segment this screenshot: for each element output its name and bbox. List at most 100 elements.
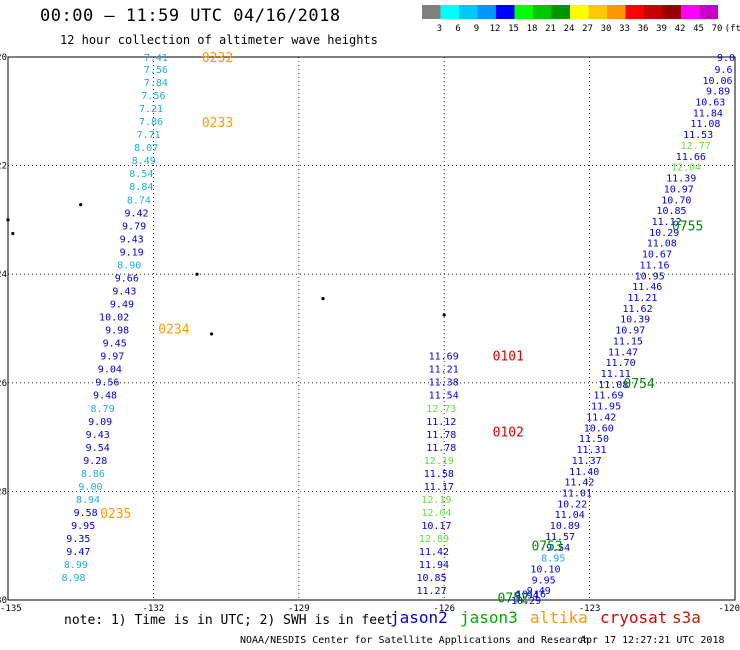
island-dot [11,231,15,236]
swh-value: 12.89 [419,534,449,545]
pass-time-label: 0755 [672,219,703,234]
swh-value: 12.19 [424,456,454,467]
island-dot [321,297,325,301]
swh-value: 10.02 [99,313,129,324]
swh-value: 9.6 [715,65,733,76]
colorbar-label: 15 [508,24,519,34]
swh-value: 11.16 [639,260,669,271]
pass-time-label: 0752 [498,591,529,606]
swh-value: 12.73 [426,404,456,415]
swh-value: 11.95 [591,402,621,413]
swh-value: 9.56 [95,378,119,389]
swh-value: 11.01 [562,488,592,499]
swh-value: 12.19 [421,495,451,506]
swh-value: 11.11 [601,369,631,380]
colorbar-swatch [551,5,570,19]
colorbar-label: 9 [474,24,479,34]
swh-value: 10.85 [417,573,447,584]
swh-value: 9.04 [98,365,122,376]
swh-value: 11.66 [676,152,706,163]
swh-value: 9.49 [110,300,134,311]
swh-value: 11.58 [424,469,454,480]
swh-value: 12.77 [681,141,711,152]
swh-value: 9.43 [86,430,110,441]
units-note: note: 1) Time is in UTC; 2) SWH is in fe… [64,613,393,628]
swh-value: 9.48 [93,391,117,402]
colorbar-swatch [533,5,552,19]
swh-value: 11.47 [608,347,638,358]
swh-value: 9.79 [122,221,146,232]
swh-value: 11.70 [606,358,636,369]
swh-value: 10.60 [584,423,614,434]
x-tick-label: -126 [433,604,455,614]
pass-time-label: 0754 [624,377,655,392]
colorbar-swatch [607,5,626,19]
colorbar-label: 12 [490,24,501,34]
swh-value: 9.45 [103,339,127,350]
swh-value: 11.42 [419,547,449,558]
swh-value: 9.28 [83,456,107,467]
swh-value: 11.39 [666,174,696,185]
colorbar-swatch [459,5,478,19]
swh-value: 11.12 [652,217,682,228]
y-tick-label: 28 [0,487,7,497]
swh-value: 11.15 [613,336,643,347]
swh-value: 9.97 [100,352,124,363]
swh-value: 11.08 [690,119,720,130]
swh-value: 8.74 [127,195,151,206]
colorbar-label: (ft) [725,24,740,34]
swh-value: 8.07 [134,143,158,154]
axis-tick-labels: -135 -132 -129 -126 -123 -120 20 22 24 26 28 30 [0,53,740,614]
swh-value: 11.31 [576,445,606,456]
island-dot [79,203,83,207]
legend-jason3: jason3 [460,608,518,627]
y-tick-label: 24 [0,270,7,280]
swh-value: 8.99 [64,560,88,571]
swh-value: 10.63 [695,98,725,109]
swh-value: 9.09 [88,417,112,428]
swh-value: 11.53 [683,130,713,141]
swh-value: 10.67 [642,250,672,261]
colorbar-swatch [588,5,607,19]
swh-value: 11.21 [429,365,459,376]
swh-value: 10.16 [516,589,546,600]
swh-value: 11.50 [579,434,609,445]
swh-value: 8.49 [132,156,156,167]
swh-value: 9.43 [120,234,144,245]
map-subtitle: 12 hour collection of altimeter wave hei… [60,33,378,47]
legend-s3a: s3a [672,608,701,627]
legend-cryosat: cryosat [600,608,668,627]
swh-value: 10.39 [620,315,650,326]
legend-jason2: jason2 [390,608,448,627]
swh-value: 10.06 [702,76,732,87]
y-tick-label: 22 [0,162,7,172]
pass-time-label: 0235 [100,507,131,522]
pass-time-label: 0101 [493,350,524,365]
swh-value: 8.79 [91,404,115,415]
x-tick-label: -135 [0,604,22,614]
colorbar-label: 45 [693,24,704,34]
swh-value: 11.40 [569,467,599,478]
swh-value: 10.10 [530,565,560,576]
swh-value: 8.84 [129,182,153,193]
y-tick-label: 30 [0,596,7,606]
swh-value: 12.04 [671,163,701,174]
altimeter-tracks: 7.417.567.847.567.217.867.718.078.498.54… [61,53,735,607]
swh-value: 9.49 [527,586,551,597]
swh-value: 9.94 [515,591,539,602]
map-title: 00:00 – 11:59 UTC 04/16/2018 [40,6,341,26]
swh-value: 9.43 [112,286,136,297]
swh-value: 10.85 [656,206,686,217]
colorbar-label: 70 [712,24,723,34]
colorbar-swatch [514,5,533,19]
swh-value: 11.08 [647,239,677,250]
colorbar-swatch [681,5,700,19]
swh-value: 7.56 [141,91,165,102]
island-dot [6,218,10,222]
swh-value: 9.98 [105,326,129,337]
swh-value: 9.42 [124,208,148,219]
x-tick-label: -129 [288,604,310,614]
swh-value: 9.54 [546,543,570,554]
legend-altika: altika [530,608,588,627]
